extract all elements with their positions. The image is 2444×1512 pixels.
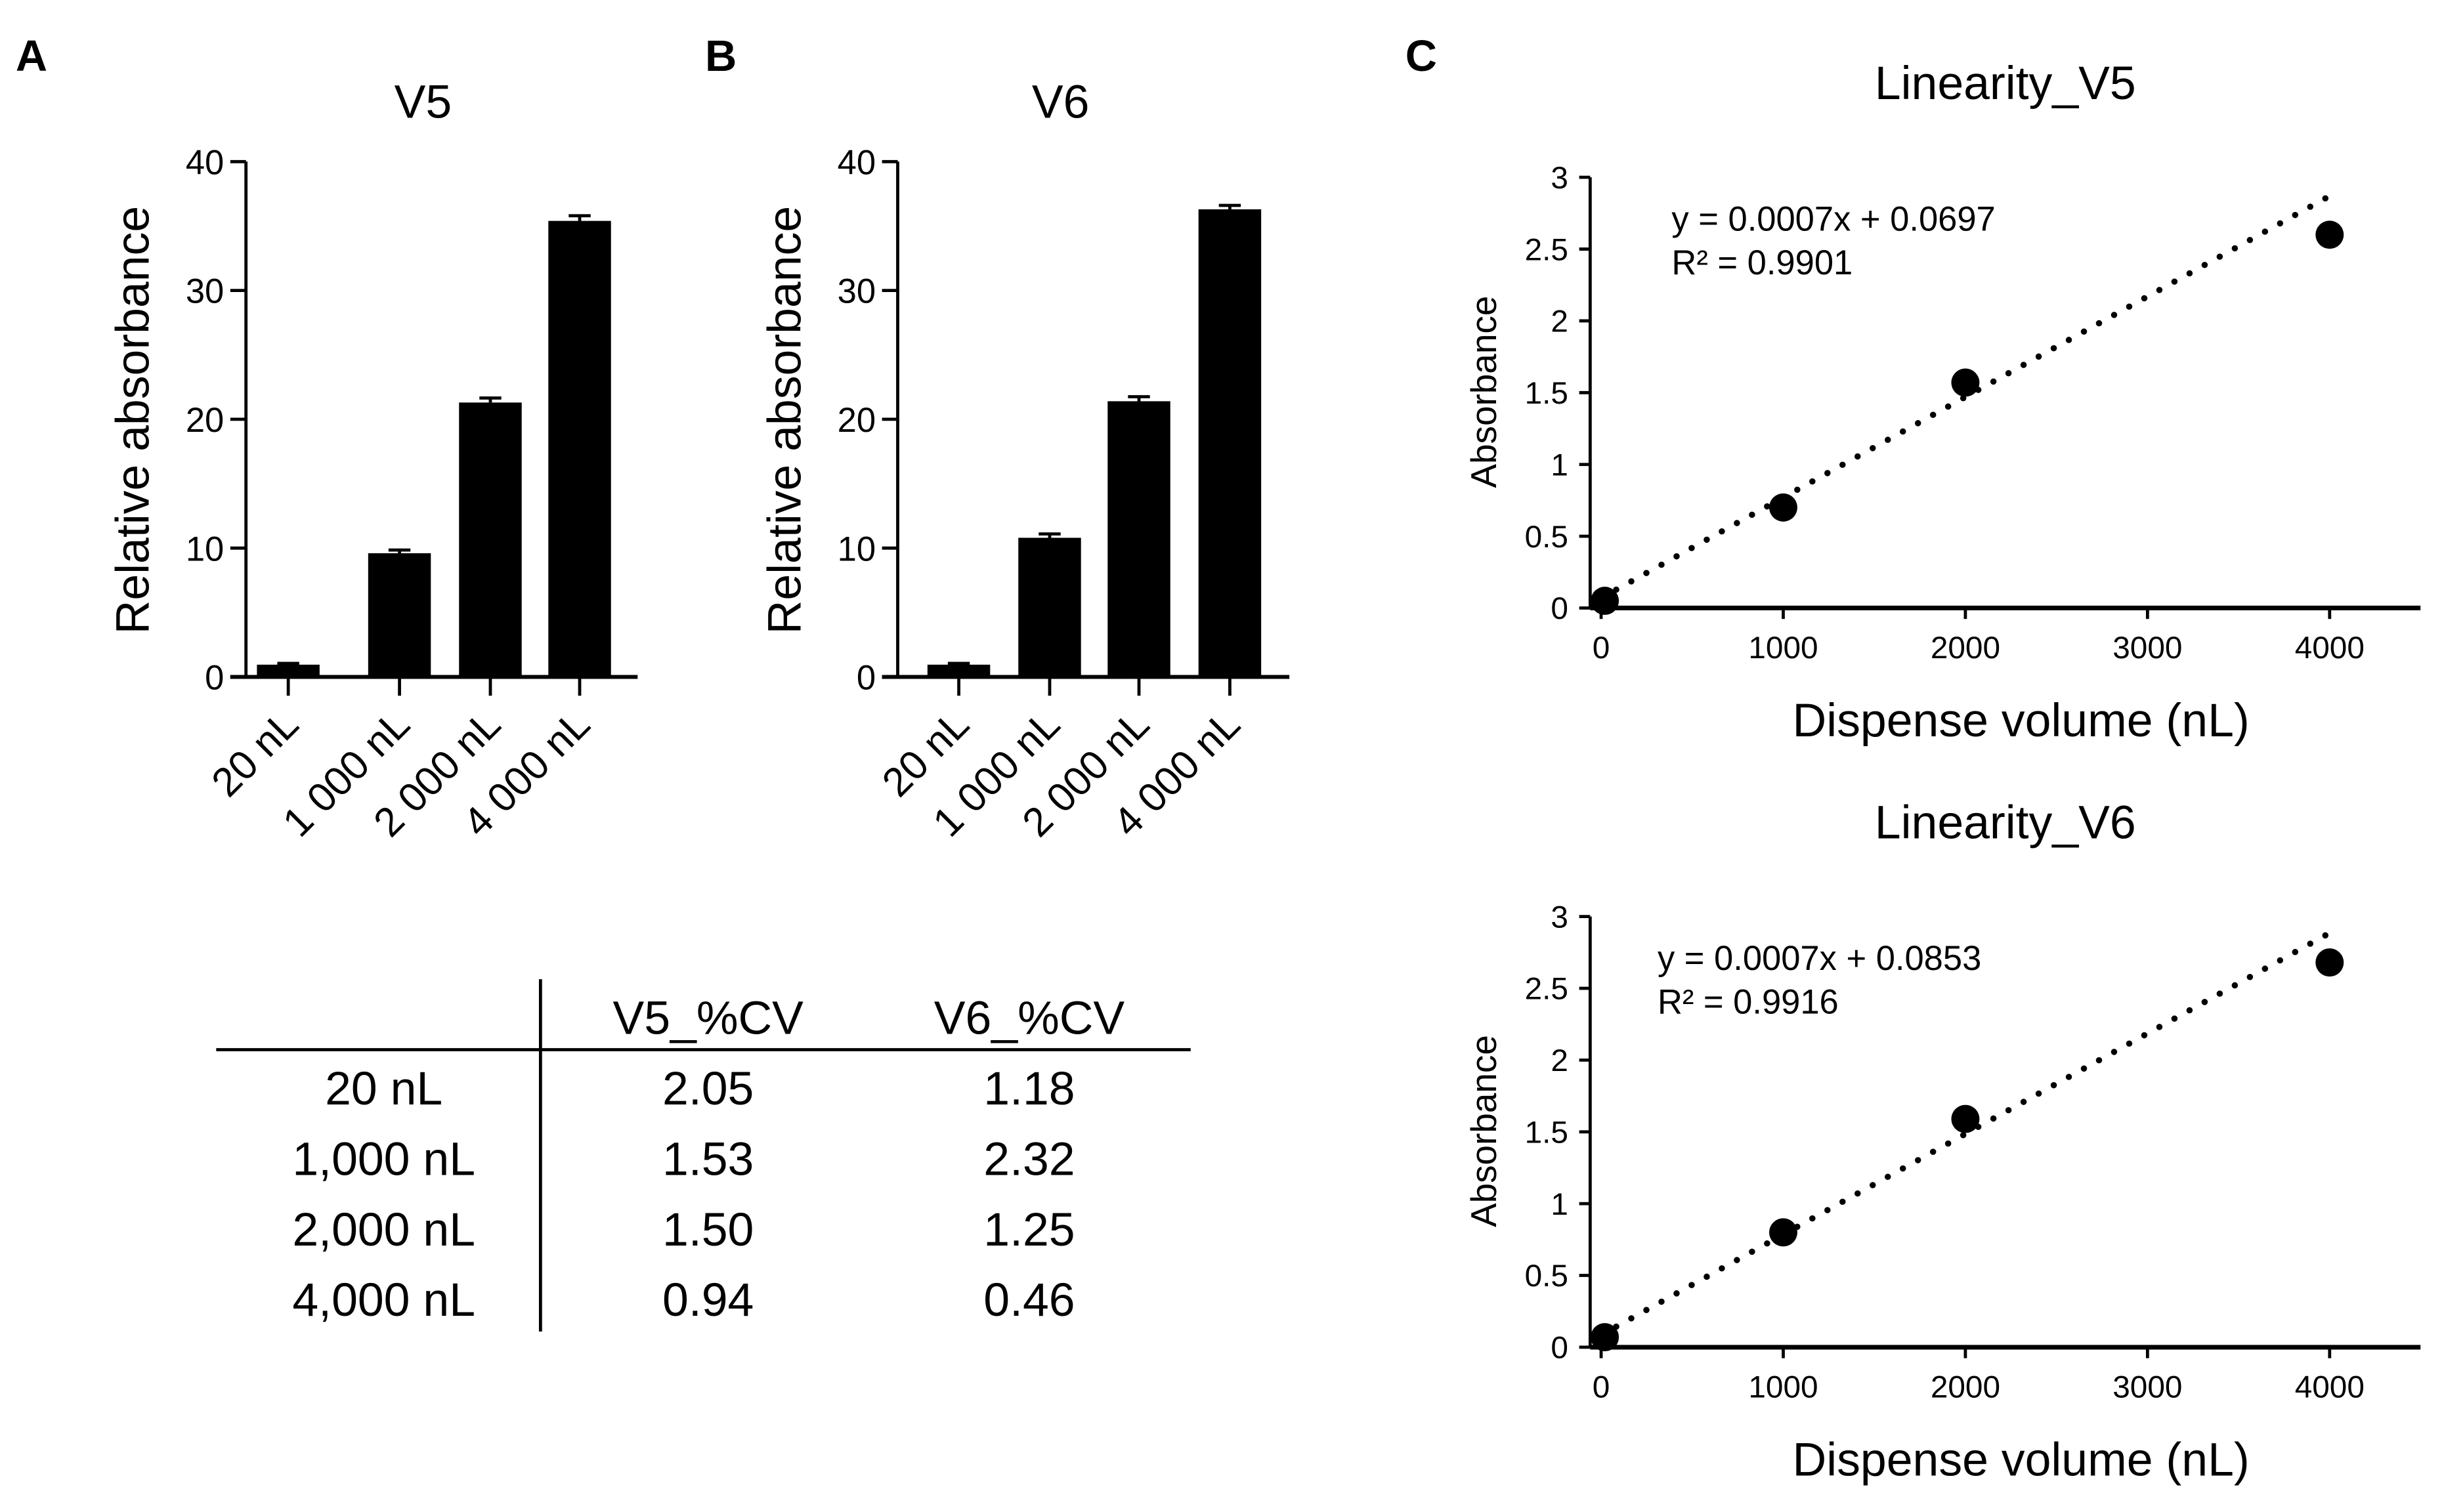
table-cell: 1.53	[662, 1133, 754, 1185]
x-axis-label: Dispense volume (nL)	[1793, 1434, 2250, 1486]
y-tick-label: 10	[186, 530, 224, 568]
bar	[257, 664, 320, 677]
y-tick-label: 2	[1551, 304, 1568, 339]
y-tick-label: 0.5	[1525, 520, 1568, 555]
x-tick-label: 0	[1593, 1370, 1610, 1404]
y-tick-label: 0	[1551, 1331, 1568, 1366]
bar	[927, 664, 991, 677]
y-tick-label: 20	[186, 401, 224, 440]
table-row-label: 4,000 nL	[292, 1274, 475, 1326]
y-tick-label: 0.5	[1525, 1259, 1568, 1293]
data-point	[1951, 368, 1980, 397]
data-point	[2315, 948, 2344, 977]
x-tick-label: 20 nL	[204, 702, 308, 806]
x-tick-label: 2000	[1931, 1370, 2000, 1404]
y-tick-label: 2	[1551, 1043, 1568, 1078]
y-tick-label: 1	[1551, 448, 1568, 482]
bar	[1018, 537, 1081, 677]
y-tick-label: 20	[838, 401, 876, 440]
linearity-chart-v6: Linearity_V6 0 0.5 1 1.5 2 2.5 3 0 1000 2000 3000 40…	[1463, 796, 2421, 1486]
y-tick-label: 30	[838, 272, 876, 311]
linearity-chart-v5: Linearity_V5 0 0.5 1 1.5 2 2.5 3 0 1000 2000 3000 40…	[1463, 57, 2421, 747]
table-header: V6_%CV	[934, 992, 1125, 1045]
y-tick-label: 10	[838, 530, 876, 568]
x-tick-label: 3000	[2112, 631, 2182, 665]
x-axis-label: Dispense volume (nL)	[1793, 694, 2250, 747]
r-squared-label: R² = 0.9916	[1658, 983, 1839, 1022]
y-tick-label: 1.5	[1525, 1115, 1568, 1150]
y-tick-label: 2.5	[1525, 972, 1568, 1007]
trendline	[1598, 929, 2333, 1339]
data-point	[1951, 1104, 1980, 1133]
y-axis-label: Absorbance	[1463, 296, 1504, 488]
panel-label-b: B	[705, 32, 737, 81]
panel-label-c: C	[1405, 32, 1437, 81]
y-tick-label: 30	[186, 272, 224, 311]
table-cell: 1.25	[983, 1204, 1075, 1256]
x-tick-label: 2000	[1931, 631, 2000, 665]
data-point	[1769, 1218, 1797, 1247]
y-tick-label: 3	[1551, 161, 1568, 196]
x-tick-label: 1000	[1748, 1370, 1818, 1404]
data-point	[1591, 1323, 1619, 1352]
chart-title: V5	[395, 75, 452, 128]
y-axis-label: Relative absorbance	[107, 206, 160, 635]
equation-label: y = 0.0007x + 0.0697	[1671, 200, 1995, 238]
x-tick-label: 1000	[1748, 631, 1818, 665]
table-cell: 2.05	[662, 1062, 754, 1115]
x-tick-label: 4000	[2295, 631, 2365, 665]
data-point	[1769, 493, 1797, 522]
equation-label: y = 0.0007x + 0.0853	[1658, 939, 1981, 978]
y-axis-label: Absorbance	[1463, 1035, 1504, 1227]
y-tick-label: 2.5	[1525, 232, 1568, 267]
x-tick-label: 3000	[2112, 1370, 2182, 1404]
table-cell: 0.46	[983, 1274, 1075, 1326]
y-tick-label: 0	[857, 659, 876, 698]
r-squared-label: R² = 0.9901	[1671, 243, 1853, 282]
bar	[459, 402, 522, 677]
cv-table: V5_%CV V6_%CV 20 nL 2.05 1.18 1,000 nL 1.53 2.3…	[216, 979, 1191, 1332]
y-tick-label: 40	[838, 143, 876, 182]
y-tick-label: 1	[1551, 1187, 1568, 1222]
chart-title: Linearity_V5	[1875, 57, 2136, 110]
y-tick-label: 1.5	[1525, 376, 1568, 411]
trendline	[1598, 192, 2333, 601]
y-tick-label: 0	[205, 659, 224, 698]
table-cell: 2.32	[983, 1133, 1075, 1185]
x-tick-label: 0	[1593, 631, 1610, 665]
data-point	[1591, 587, 1619, 616]
table-cell: 1.50	[662, 1204, 754, 1256]
bar	[368, 553, 431, 677]
table-row-label: 2,000 nL	[292, 1204, 475, 1256]
x-tick-label: 4000	[2295, 1370, 2365, 1404]
y-axis-label: Relative absorbance	[759, 206, 811, 635]
table-cell: 1.18	[983, 1062, 1075, 1115]
y-tick-label: 40	[186, 143, 224, 182]
data-point	[2315, 220, 2344, 249]
table-cell: 0.94	[662, 1274, 754, 1326]
bar	[1107, 401, 1170, 677]
y-tick-label: 0	[1551, 591, 1568, 626]
table-row-label: 1,000 nL	[292, 1133, 475, 1185]
y-tick-label: 3	[1551, 900, 1568, 934]
chart-title: V6	[1032, 75, 1090, 128]
bar	[1198, 209, 1262, 677]
table-row-label: 20 nL	[325, 1062, 442, 1115]
table-header: V5_%CV	[612, 992, 804, 1045]
panel-label-a: A	[16, 32, 47, 81]
bar	[548, 220, 611, 677]
chart-title: Linearity_V6	[1875, 796, 2136, 849]
